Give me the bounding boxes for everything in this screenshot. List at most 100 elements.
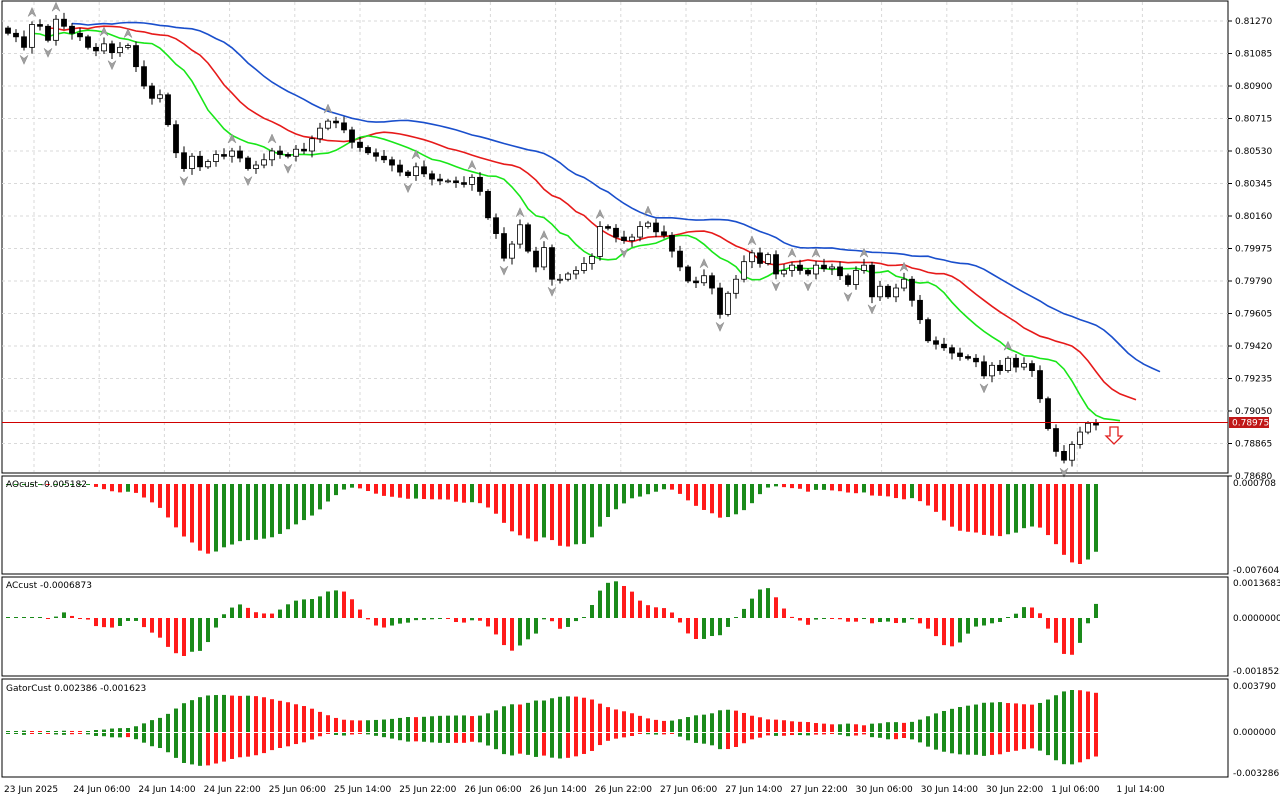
- time-tick-label: 30 Jun 14:00: [921, 785, 978, 795]
- candle: [85, 34, 91, 50]
- ac-pane[interactable]: ACcust -0.0006873 0.0013683 0.0000000 -0…: [1, 576, 1280, 677]
- ac-bar: [406, 618, 410, 623]
- ao-bar: [238, 484, 242, 542]
- gator-upper-bar: [1086, 691, 1090, 732]
- ac-bar: [1070, 618, 1074, 655]
- gator-lower-bar: [254, 733, 258, 756]
- candle: [605, 224, 611, 231]
- ao-bar: [910, 484, 914, 499]
- candle: [613, 224, 619, 243]
- candle: [957, 347, 963, 361]
- gator-upper-bar: [334, 717, 338, 732]
- ac-bar: [358, 609, 362, 618]
- candle: [1053, 424, 1059, 457]
- gator-lower-bar: [742, 733, 746, 744]
- gator-upper-bar: [558, 696, 562, 732]
- ac-bar: [254, 612, 258, 618]
- gator-upper-bar: [758, 717, 762, 732]
- ac-bar: [814, 618, 818, 620]
- ao-bar: [758, 484, 762, 495]
- candle: [373, 148, 379, 162]
- ac-bar: [982, 618, 986, 626]
- ao-bar: [102, 484, 106, 490]
- time-tick-label: 25 Jun 22:00: [399, 785, 456, 795]
- ac-bar: [838, 618, 842, 620]
- candle: [597, 221, 603, 261]
- gator-upper-bar: [686, 717, 690, 732]
- candle: [333, 116, 339, 129]
- candle: [77, 28, 83, 42]
- ao-bar: [886, 484, 890, 497]
- candle: [1061, 445, 1067, 464]
- candle: [637, 221, 643, 242]
- ac-bar: [750, 598, 754, 618]
- gator-lower-bar: [710, 733, 714, 746]
- gator-upper-bar: [670, 720, 674, 732]
- ac-bar: [734, 617, 738, 618]
- ac-bar: [294, 600, 298, 618]
- ao-bar: [214, 484, 218, 552]
- ao-bar: [662, 484, 666, 490]
- gator-lower-bar: [654, 733, 658, 735]
- candle: [341, 116, 347, 134]
- gator-upper-bar: [606, 707, 610, 732]
- gator-lower-bar: [830, 733, 834, 735]
- ao-pane[interactable]: AOcust -0.005182 0.000708 -0.007604: [1, 475, 1279, 576]
- candle: [365, 145, 371, 155]
- gator-upper-bar: [910, 721, 914, 732]
- candle: [101, 37, 107, 55]
- ac-bar: [6, 617, 10, 618]
- gator-lower-bar: [582, 733, 586, 754]
- main-price-pane[interactable]: 0.81270 0.81085 0.80900 0.80715 0.80530 0.803…: [1, 0, 1272, 482]
- ac-bar: [454, 618, 458, 623]
- candle: [325, 119, 331, 131]
- ac-bar: [350, 599, 354, 618]
- ao-bar: [262, 484, 266, 539]
- candle: [189, 153, 195, 175]
- gator-lower-bar: [78, 733, 82, 734]
- ao-bar: [998, 484, 1002, 537]
- ac-bar: [670, 612, 674, 618]
- ac-tick-top: 0.0013683: [1233, 579, 1280, 589]
- gator-tick-top: 0.003790: [1233, 682, 1276, 692]
- fractal-up-icon: [267, 133, 277, 144]
- gator-lower-bar: [598, 733, 602, 746]
- gator-upper-bar: [678, 719, 682, 732]
- gator-upper-bar: [278, 700, 282, 732]
- gator-pane[interactable]: GatorCust 0.002386 -0.001623 0.003790 0.…: [1, 678, 1279, 779]
- gator-lower-bar: [1054, 733, 1058, 761]
- lips-path: [31, 29, 1121, 422]
- gator-upper-bar: [942, 710, 946, 732]
- ac-bar: [678, 618, 682, 623]
- ao-bar: [118, 484, 122, 493]
- gator-upper-bar: [782, 720, 786, 732]
- gator-upper-bar: [790, 721, 794, 732]
- gator-lower-bar: [1086, 733, 1090, 760]
- ac-bar: [526, 618, 530, 640]
- ao-bar: [350, 484, 354, 488]
- candle: [701, 269, 707, 286]
- gator-upper-bar: [1070, 690, 1074, 732]
- fractal-down-icon: [403, 182, 413, 194]
- ao-bar: [310, 484, 314, 516]
- gator-upper-bar: [166, 713, 170, 732]
- candle: [549, 244, 555, 286]
- ao-bar: [406, 484, 410, 499]
- gator-lower-bar: [54, 733, 58, 735]
- gator-lower-bar: [574, 733, 578, 757]
- gator-lower-bar: [414, 733, 418, 742]
- gator-lower-bar: [870, 733, 874, 738]
- gator-lower-bar: [766, 733, 770, 736]
- candle: [917, 295, 923, 324]
- gator-lower-bar: [150, 733, 154, 747]
- candle: [461, 176, 467, 188]
- ao-bar: [1006, 484, 1010, 535]
- gator-upper-bar: [286, 702, 290, 732]
- ao-bar: [510, 484, 514, 532]
- gator-lower-bar: [222, 733, 226, 762]
- candle: [565, 271, 571, 282]
- ac-bar: [198, 618, 202, 651]
- ao-tick-bottom: -0.007604: [1233, 566, 1279, 576]
